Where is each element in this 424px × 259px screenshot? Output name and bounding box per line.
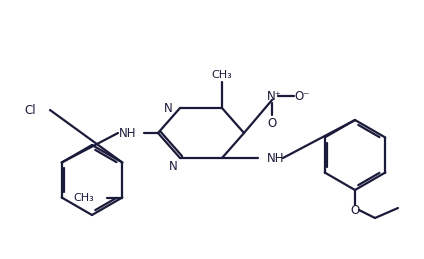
- Text: NH: NH: [267, 152, 285, 164]
- Text: N: N: [164, 102, 173, 114]
- Text: O⁻: O⁻: [294, 90, 310, 103]
- Text: O: O: [350, 204, 360, 217]
- Text: N⁺: N⁺: [267, 90, 282, 103]
- Text: O: O: [268, 117, 276, 130]
- Text: Cl: Cl: [24, 104, 36, 117]
- Text: CH₃: CH₃: [212, 70, 232, 80]
- Text: NH: NH: [118, 126, 136, 140]
- Text: CH₃: CH₃: [73, 192, 94, 203]
- Text: N: N: [169, 160, 178, 173]
